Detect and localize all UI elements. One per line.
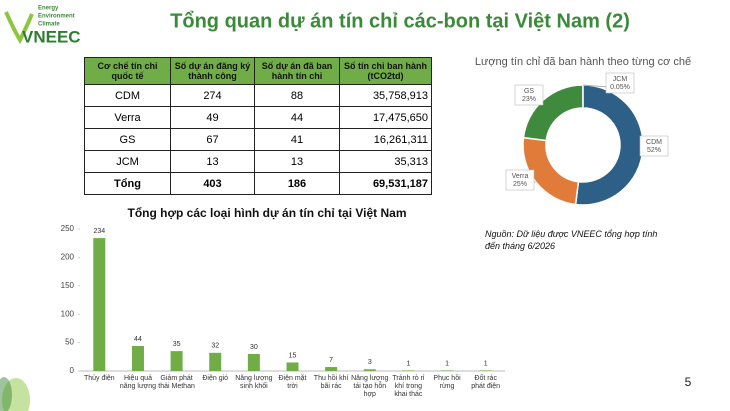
value-label: 30 xyxy=(250,344,258,351)
table-cell: 274 xyxy=(170,84,255,107)
x-tick-label: Năng lượng sinh khối xyxy=(235,375,273,390)
label-box xyxy=(639,135,669,157)
x-tick-label: Hiệu quả năng lượng xyxy=(119,375,157,390)
table-row: JCM 13 13 35,313 xyxy=(84,150,432,173)
value-label: 3 xyxy=(368,359,372,366)
slice-label: JCM xyxy=(613,76,628,83)
bar xyxy=(131,346,144,371)
y-tick-label: 100 xyxy=(61,309,75,318)
table-row: CDM 274 88 35,758,913 xyxy=(84,84,432,107)
table-cell: 44 xyxy=(254,106,340,129)
logo-mark xyxy=(4,11,34,45)
label-box xyxy=(505,169,535,191)
header-row: Cơ chế tín chỉ quốc tế Số dự án đăng ký t… xyxy=(84,57,432,85)
label-box xyxy=(514,84,544,106)
value-label: 32 xyxy=(211,343,219,350)
value-label: 1 xyxy=(445,360,449,367)
table-cell: 35,758,913 xyxy=(339,84,432,107)
table-cell: GS xyxy=(84,128,171,151)
total-row: Tổng 403 186 69,531,187 xyxy=(84,172,432,195)
logo-tagline: Environment xyxy=(38,14,75,20)
source-note: Nguồn: Dữ liệu được VNEEC tổng hợp tính … xyxy=(485,229,658,251)
total-cell: 69,531,187 xyxy=(339,172,432,195)
bar xyxy=(479,370,492,371)
value-label: 44 xyxy=(134,336,142,343)
header-cell: Số dự án đã ban hành tín chỉ xyxy=(254,57,340,85)
bar xyxy=(363,369,376,371)
x-tick-label: Phục hồi rừng xyxy=(433,375,461,390)
y-tick-label: 50 xyxy=(65,338,74,347)
bar xyxy=(247,353,260,371)
table-row: GS 67 41 16,261,311 xyxy=(84,128,432,151)
slice-value: 0.05% xyxy=(610,84,630,91)
donut-slice xyxy=(574,84,644,206)
slice-value: 25% xyxy=(513,181,527,188)
table-cell: 13 xyxy=(170,150,255,173)
slice-value: 52% xyxy=(647,147,661,154)
logo-tagline: Climate xyxy=(38,22,60,28)
logo-tagline: Energy xyxy=(38,6,59,12)
slice-label: CDM xyxy=(646,139,662,146)
total-cell: 186 xyxy=(254,172,340,195)
value-label: 35 xyxy=(173,341,181,348)
table-cell: JCM xyxy=(84,150,171,173)
header-cell: Số tín chỉ ban hành (tCO2td) xyxy=(339,57,432,85)
bar xyxy=(441,370,454,371)
header-cell: Cơ chế tín chỉ quốc tế xyxy=(84,57,171,85)
total-cell: 403 xyxy=(170,172,255,195)
total-cell: Tổng xyxy=(84,172,171,195)
slide-title: Tổng quan dự án tín chỉ các-bon tại Việt… xyxy=(170,10,630,32)
value-label: 7 xyxy=(329,357,333,364)
bar xyxy=(286,362,299,371)
value-label: 15 xyxy=(289,352,297,359)
table-cell: 88 xyxy=(254,84,340,107)
decor-leaf xyxy=(0,377,12,411)
chart-title: Tổng hợp các loại hình dự án tín chỉ tại… xyxy=(127,206,406,220)
value-label: 234 xyxy=(93,228,105,235)
bar xyxy=(325,367,338,371)
x-tick-label: Đốt rác phát điện xyxy=(471,375,501,390)
slice-label: GS xyxy=(524,88,534,95)
logo-name: VNEEC xyxy=(22,27,81,46)
x-tick-label: Tránh rò rỉ khí trong khai thác xyxy=(392,375,425,398)
x-tick-label: Năng lượng tái tạo hỗn hợp xyxy=(351,375,389,398)
label-box xyxy=(605,72,635,94)
bar xyxy=(93,238,106,371)
table-cell: 16,261,311 xyxy=(339,128,432,151)
table-cell: 35,313 xyxy=(339,150,432,173)
x-tick-label: Điện mặt trời xyxy=(278,375,307,390)
x-tick-label: Thủy điện xyxy=(83,375,115,382)
table-cell: 17,475,650 xyxy=(339,106,432,129)
y-tick-label: 200 xyxy=(61,253,75,262)
summary-table: Cơ chế tín chỉ quốc tế Số dự án đăng ký t… xyxy=(84,57,432,195)
y-tick-label: 150 xyxy=(61,281,75,290)
page-number: 5 xyxy=(685,375,692,389)
y-tick-label: 250 xyxy=(61,224,75,233)
slice-label: Verra xyxy=(512,173,529,180)
table-cell: Verra xyxy=(84,106,171,129)
bar xyxy=(209,352,222,371)
table-row: Verra 49 44 17,475,650 xyxy=(84,106,432,129)
x-tick-label: Điện gió xyxy=(202,375,229,382)
slice-value: 23% xyxy=(522,96,536,103)
chart-title: Lượng tín chỉ đã ban hành theo từng cơ c… xyxy=(475,56,691,68)
header-cell: Số dự án đăng ký thành công xyxy=(170,57,255,85)
x-tick-label: Thu hồi khí bãi rác xyxy=(313,375,349,390)
x-tick-label: Giảm phát thải Methan xyxy=(158,375,195,390)
value-label: 1 xyxy=(406,360,410,367)
table-cell: CDM xyxy=(84,84,171,107)
table-cell: 49 xyxy=(170,106,255,129)
y-tick-label: 0 xyxy=(70,366,75,375)
bar xyxy=(402,370,415,371)
value-label: 1 xyxy=(484,360,488,367)
table-cell: 41 xyxy=(254,128,340,151)
table-cell: 67 xyxy=(170,128,255,151)
bar xyxy=(170,351,183,371)
table-cell: 13 xyxy=(254,150,340,173)
